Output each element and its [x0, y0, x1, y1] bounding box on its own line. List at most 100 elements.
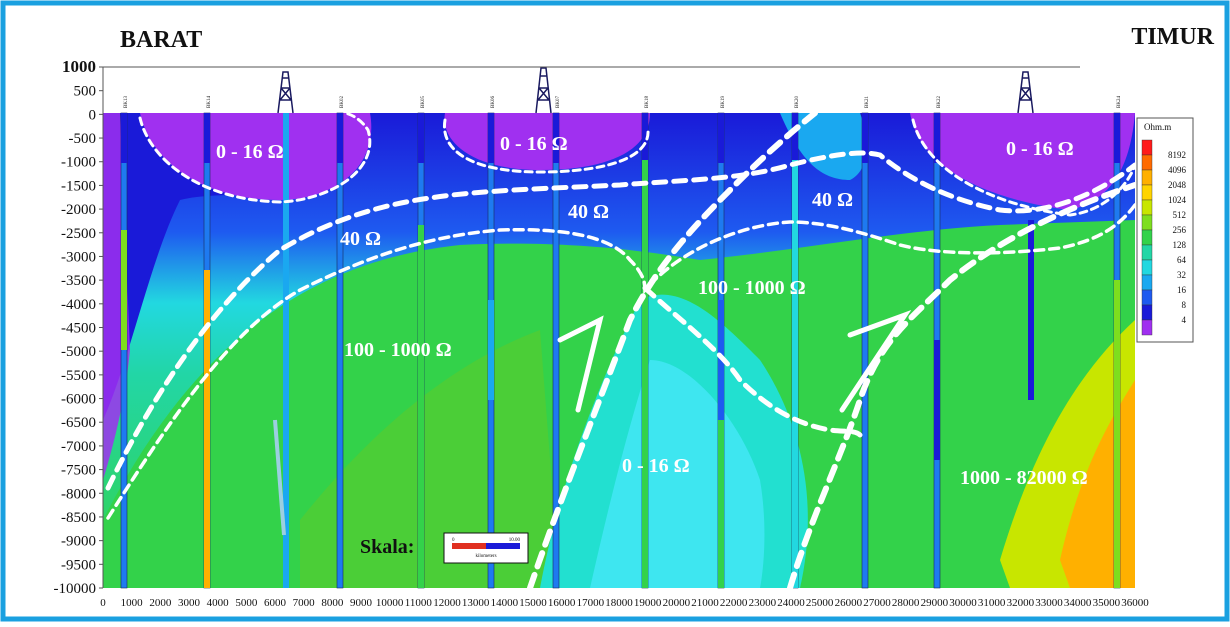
well-segment [1028, 220, 1034, 400]
x-tick-label: 15000 [519, 597, 547, 609]
zone-labels: 0 - 16 Ω 0 - 16 Ω 0 - 16 Ω 40 Ω 40 Ω 40 … [216, 133, 1088, 489]
well-segment [418, 113, 424, 163]
well-segment [121, 230, 127, 350]
x-tick-label: 17000 [577, 597, 605, 609]
well-segment [792, 160, 798, 588]
x-tick-label: 16000 [548, 597, 576, 609]
legend-value: 8192 [1168, 150, 1186, 160]
dashed-boundary [138, 111, 372, 204]
zone-label-0-16-center: 0 - 16 Ω [622, 455, 690, 477]
y-tick-label: 500 [74, 84, 97, 100]
well-label: BK13 [124, 96, 129, 108]
well-segment [121, 113, 127, 163]
right-title: TIMUR [1131, 24, 1214, 50]
y-tick-label: -2000 [61, 202, 96, 218]
well-segment [1114, 113, 1120, 163]
well-segment [488, 300, 494, 400]
well-label: BK07 [556, 96, 561, 108]
well-segment [553, 113, 559, 163]
legend-swatches: 8192 4096 2048 1024 512 256 128 64 32 16 8 4 [1141, 139, 1187, 336]
fault-arrow [839, 310, 912, 413]
derrick-icon [1017, 71, 1034, 114]
zone-label-40-left: 40 Ω [340, 228, 381, 250]
well-label: BK06 [491, 96, 496, 108]
well-label: BK14 [207, 96, 212, 108]
well-segment [642, 160, 648, 588]
top-cyan-notch [780, 113, 867, 180]
x-tick-label: 14000 [491, 597, 519, 609]
legend-swatch [1141, 214, 1153, 231]
x-tick-label: 36000 [1121, 597, 1149, 609]
well-column: BK13 [120, 96, 129, 589]
x-tick-label: 31000 [978, 597, 1006, 609]
x-tick-label: 9000 [350, 597, 373, 609]
zone-label-0-16-middle: 0 - 16 Ω [500, 133, 568, 155]
y-tick-label: -6500 [61, 415, 96, 431]
x-tick-label: 4000 [207, 597, 230, 609]
well-column: BK07 [552, 96, 561, 589]
y-tick-label: -4000 [61, 297, 96, 313]
legend-value: 32 [1177, 270, 1186, 280]
y-tick-label: -6000 [61, 392, 96, 408]
dashed-boundary [105, 150, 1138, 491]
y-tick-label: 1000 [62, 57, 96, 76]
well-trace [273, 419, 286, 536]
x-tick-label: 21000 [691, 597, 719, 609]
y-tick-label: -8000 [61, 486, 96, 502]
legend-unit: Ohm.m [1144, 122, 1171, 132]
y-tick-label: -8500 [61, 510, 96, 526]
y-tick-label: -7000 [61, 439, 96, 455]
legend-value: 1024 [1168, 195, 1187, 205]
legend-swatch [1141, 169, 1153, 186]
scale-label: Skala: [360, 536, 414, 558]
y-tick-label: -5500 [61, 368, 96, 384]
x-tick-label: 20000 [663, 597, 691, 609]
well-label: BK22 [937, 96, 942, 108]
legend-swatch [1141, 154, 1153, 171]
scale-segment-blue [486, 543, 520, 549]
well-label: BK19 [721, 96, 726, 108]
well-columns: BK13 BK14 BK02 BK05 BK06 BK07 BK18 BK19 BK20 BK21… [120, 96, 1122, 589]
y-tick-label: -2500 [61, 226, 96, 242]
well-segment [792, 113, 798, 163]
y-tick-label: -500 [69, 131, 97, 147]
green-patch [300, 330, 560, 588]
legend-swatch [1141, 319, 1153, 336]
y-tick-label: -9500 [61, 557, 96, 573]
legend-value: 4 [1182, 315, 1187, 325]
well-segment [418, 225, 424, 588]
well-label: BK18 [645, 96, 650, 108]
well-label: BK02 [340, 96, 345, 108]
derrick-icon [277, 71, 294, 114]
x-tick-label: 33000 [1035, 597, 1063, 609]
x-tick-label: 5000 [235, 597, 258, 609]
scale-segment-red [452, 543, 486, 549]
well-segment [488, 113, 494, 163]
zone-label-40-middle: 40 Ω [568, 201, 609, 223]
dashed-boundary [106, 203, 1137, 520]
fault-line [527, 110, 818, 591]
y-tick-label: -1000 [61, 155, 96, 171]
derrick-icons [277, 67, 1034, 114]
well-segment [1114, 280, 1120, 588]
derrick-icon [535, 67, 552, 114]
legend-value: 256 [1173, 225, 1187, 235]
x-tick-label: 34000 [1064, 597, 1092, 609]
x-tick-label: 3000 [178, 597, 201, 609]
x-tick-label: 12000 [433, 597, 461, 609]
x-tick-label: 18000 [605, 597, 633, 609]
x-tick-label: 24000 [777, 597, 805, 609]
x-tick-label: 23000 [749, 597, 777, 609]
purple-lobe-middle [444, 113, 650, 170]
y-axis-ticks: 1000 500 0 -500 -1000 -1500 -2000 -2500 -3000 -35… [54, 57, 103, 597]
x-tick-label: 35000 [1093, 597, 1121, 609]
legend-value: 4096 [1168, 165, 1187, 175]
well-bar [861, 112, 869, 589]
scale-end: 10.00 [509, 538, 521, 543]
x-tick-label: 28000 [892, 597, 920, 609]
legend-swatch [1141, 289, 1153, 306]
zone-label-0-16-left: 0 - 16 Ω [216, 141, 284, 163]
dashed-boundary [911, 118, 1137, 217]
legend-swatch [1141, 274, 1153, 291]
